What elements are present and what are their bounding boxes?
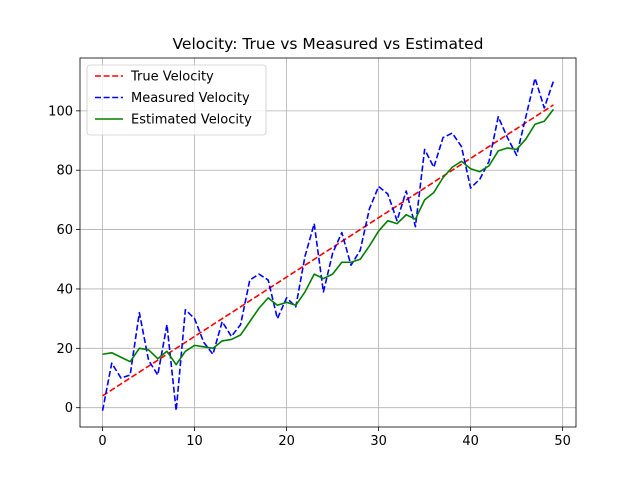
x-tick-label: 30 — [370, 434, 387, 449]
y-tick-label: 0 — [65, 401, 73, 416]
series-line-true-velocity — [102, 104, 554, 397]
legend-label-estimated-velocity: Estimated Velocity — [131, 113, 252, 128]
legend: True Velocity Measured Velocity Estimated … — [86, 64, 267, 136]
x-tick-label: 40 — [462, 434, 479, 449]
axis-ticks: 0 10 20 30 40 50 0 20 40 60 80 100 — [48, 104, 571, 449]
series-lines — [101, 77, 555, 412]
x-tick-label: 20 — [278, 434, 295, 449]
y-tick-label: 80 — [56, 164, 73, 179]
legend-label-true-velocity: True Velocity — [130, 70, 214, 85]
x-tick-label: 10 — [186, 434, 203, 449]
legend-label-measured-velocity: Measured Velocity — [131, 91, 250, 106]
chart-title: Velocity: True vs Measured vs Estimated — [173, 35, 484, 53]
series-line-estimated-velocity — [102, 108, 555, 366]
y-tick-label: 20 — [56, 342, 73, 357]
x-tick-label: 50 — [554, 434, 571, 449]
series-line-measured-velocity — [101, 77, 555, 412]
y-tick-label: 60 — [56, 223, 73, 238]
y-tick-label: 40 — [56, 282, 73, 297]
grid — [80, 58, 576, 427]
legend-box — [86, 64, 267, 136]
plot-frame — [79, 57, 577, 428]
y-tick-label: 100 — [48, 104, 73, 119]
x-tick-label: 0 — [98, 434, 106, 449]
